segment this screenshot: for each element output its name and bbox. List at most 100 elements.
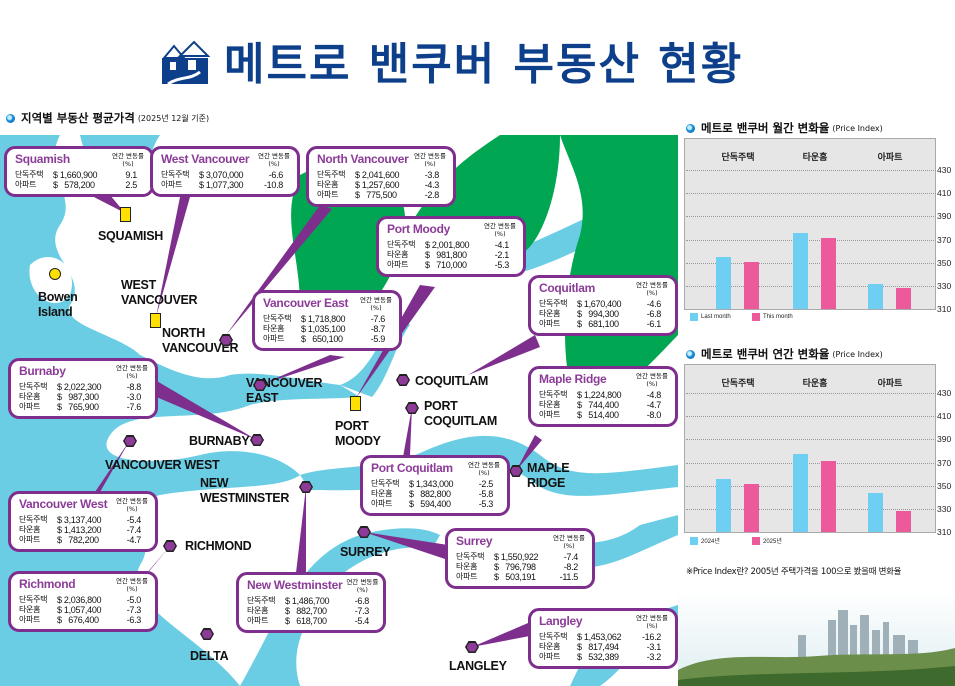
property-type: 단독주택 [19,515,48,524]
map-label-north-vancouver: NORTH VANCOUVER [162,326,239,355]
y-tick-label: 310 [937,527,952,537]
category-label: 아파트 [877,379,903,389]
price-index-note: ※Price Index란? 2005년 주택가격을 100으로 봤을때 변화율 [686,567,902,577]
property-type: 아파트 [539,319,561,328]
gridline [686,393,936,394]
annual-change: -5.3 [478,499,494,509]
gridline [686,216,936,218]
legend-item: 2024년 [690,536,720,545]
property-type: 아파트 [19,615,41,624]
price-row: 타운홈 $ 817,494 -3.1 [539,642,668,652]
category-label: 타운홈 [802,153,828,163]
region-card-maple-ridge: Maple Ridge 연간 변동률(%) 단독주택 $ 1,224,800 -… [528,366,678,427]
annual-change: -3.0 [126,392,142,402]
average-price: $ 882,700 [285,606,327,616]
property-type: 아파트 [387,260,409,269]
annual-chart-title: 메트로 밴쿠버 연간 변화율 (Price Index) [686,346,883,362]
map-label-vancouver-west: VANCOUVER WEST [105,458,220,472]
city-marker-icon [465,641,479,653]
average-price: $ 796,798 [494,562,536,572]
map-label-burnaby: BURNABY [189,434,250,448]
change-header: 연간 변동률(%) [553,534,585,550]
price-row: 단독주택 $ 1,224,800 -4.8 [539,390,668,400]
region-card-surrey: Surrey 연간 변동률(%) 단독주택 $ 1,550,922 -7.4 타… [445,528,595,589]
average-price: $ 578,200 [53,180,95,190]
property-type: 아파트 [371,499,393,508]
property-type: 단독주택 [539,390,568,399]
average-price: $ 2,001,800 [425,240,470,250]
price-row: 타운홈 $ 981,800 -2.1 [387,250,516,260]
legend-item: Last month [690,313,731,321]
region-card-richmond: Richmond 연간 변동률(%) 단독주택 $ 2,036,800 -5.0… [8,571,158,632]
y-tick-label: 330 [937,503,952,514]
landmark-marker-icon [150,313,161,328]
price-row: 타운홈 $ 1,057,400 -7.3 [19,605,148,615]
annual-change: -3.2 [646,652,662,662]
property-type: 아파트 [539,652,561,661]
property-type: 아파트 [161,180,183,189]
average-price: $ 503,191 [494,572,536,582]
y-tick-label: 310 [937,304,952,314]
region-name: Squamish [15,152,70,166]
category-label: 타운홈 [802,379,828,389]
average-price: $ 710,000 [425,260,467,270]
average-price: $ 775,500 [355,190,397,200]
region-card-port-coquitlam: Port Coquitlam 연간 변동률(%) 단독주택 $ 1,343,00… [360,455,510,516]
property-type: 단독주택 [539,299,568,308]
average-price: $ 1,670,400 [577,299,622,309]
y-tick-label: 330 [937,280,952,291]
annual-change: 2.5 [125,180,137,190]
annual-change: -7.3 [126,605,142,615]
annual-change: -5.4 [126,515,142,525]
property-type: 단독주택 [15,170,44,179]
annual-change: -2.1 [494,250,510,260]
map-label-west-vancouver: WEST VANCOUVER [121,278,198,307]
change-header: 연간 변동률(%) [116,577,148,593]
city-marker-icon [396,374,410,386]
region-card-vancouver-east: Vancouver East 연간 변동률(%) 단독주택 $ 1,718,80… [252,290,402,351]
map-label-delta: DELTA [190,649,229,663]
price-row: 타운홈 $ 882,800 -5.8 [371,489,500,499]
legend-item: 2025년 [752,536,782,545]
price-row: 타운홈 $ 1,035,100 -8.7 [263,324,392,334]
city-marker-icon [163,540,177,552]
annual-change: -6.1 [646,319,662,329]
change-header: 연간 변동률(%) [636,614,668,630]
average-price: $ 782,200 [57,535,99,545]
city-marker-icon [123,435,137,447]
price-row: 타운홈 $ 994,300 -6.8 [539,309,668,319]
change-header: 연간 변동률(%) [360,296,392,312]
bar-단독주택-0 [716,256,731,309]
map-label-port-coquitlam: PORT COQUITLAM [424,399,497,428]
gridline [686,508,936,510]
average-price: $ 2,041,600 [355,170,400,180]
property-type: 타운홈 [19,525,41,534]
y-tick-label: 410 [937,188,952,199]
bar-아파트-1 [896,511,911,532]
average-price: $ 1,660,900 [53,170,98,180]
region-card-squamish: Squamish 연간 변동률(%) 단독주택 $ 1,660,900 9.1 … [4,146,154,197]
map-label-langley: LANGLEY [449,659,507,673]
annual-change: -4.8 [646,390,662,400]
price-row: 타운홈 $ 744,400 -4.7 [539,400,668,410]
average-price: $ 1,343,000 [409,479,454,489]
gridline [686,285,936,287]
property-type: 단독주택 [371,479,400,488]
property-type: 단독주택 [456,552,485,561]
y-tick-label: 390 [937,434,952,445]
gridline [686,485,936,487]
city-marker-icon [357,526,371,538]
annual-change: -2.5 [478,479,494,489]
bar-아파트-0 [868,492,883,532]
price-row: 단독주택 $ 2,041,600 -3.8 [317,170,446,180]
gridline [686,262,936,264]
y-tick-label: 370 [937,457,952,468]
annual-change: -8.2 [563,562,579,572]
property-type: 타운홈 [539,642,561,651]
annual-change: -3.1 [646,642,662,652]
price-row: 아파트 $ 1,077,300 -10.8 [161,180,290,190]
price-row: 아파트 $ 594,400 -5.3 [371,499,500,509]
annual-change: -2.8 [424,190,440,200]
price-row: 단독주택 $ 1,486,700 -6.8 [247,596,376,606]
property-type: 단독주택 [19,382,48,391]
